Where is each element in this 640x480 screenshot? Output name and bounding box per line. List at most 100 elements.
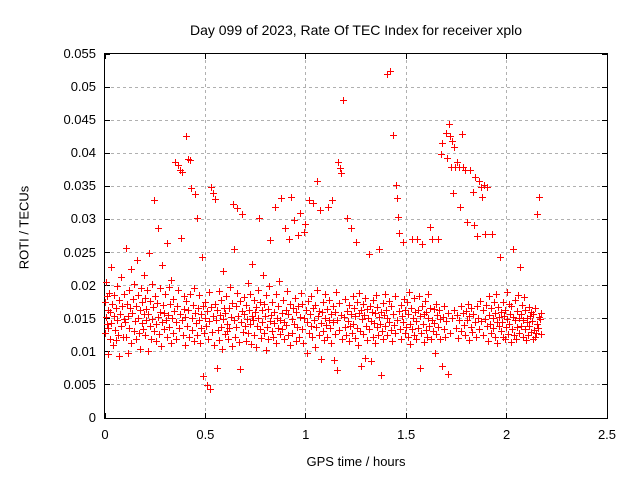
data-point — [258, 307, 266, 315]
data-point — [308, 334, 316, 342]
data-point — [531, 333, 539, 341]
data-point — [181, 305, 189, 313]
data-point — [292, 294, 300, 302]
y-tick-label: 0.035 — [63, 178, 96, 194]
data-point — [349, 293, 357, 301]
data-point — [253, 303, 261, 311]
x-tick-label: 1 — [302, 427, 310, 442]
data-point — [506, 321, 514, 329]
data-point — [175, 325, 183, 333]
data-point — [104, 307, 112, 315]
data-point — [503, 288, 511, 296]
y-tick-label: 0.03 — [70, 211, 96, 227]
data-point — [429, 236, 437, 244]
data-point — [323, 305, 331, 313]
data-point — [439, 139, 447, 147]
data-point — [460, 321, 468, 329]
data-point — [351, 304, 359, 312]
data-point — [151, 196, 159, 204]
data-point — [520, 294, 528, 302]
data-point — [277, 331, 285, 339]
data-point — [185, 155, 193, 163]
data-point — [534, 210, 542, 218]
data-point — [103, 293, 111, 301]
data-point — [211, 300, 219, 308]
data-point — [416, 364, 424, 372]
tick-mark — [602, 119, 607, 121]
data-point — [529, 336, 537, 344]
y-tick-label: 0.05 — [70, 79, 96, 95]
data-point — [484, 337, 492, 345]
data-point — [264, 305, 272, 313]
data-point — [107, 308, 115, 316]
data-point — [127, 305, 135, 313]
data-point — [445, 370, 453, 378]
tick-mark — [105, 252, 110, 254]
data-point — [236, 298, 244, 306]
data-point — [418, 241, 426, 249]
data-point — [333, 366, 341, 374]
data-point — [284, 288, 292, 296]
data-point — [193, 319, 201, 327]
data-point — [261, 301, 269, 309]
data-point — [254, 286, 262, 294]
data-point — [159, 319, 167, 327]
data-point — [136, 329, 144, 337]
data-point — [361, 354, 369, 362]
data-point — [483, 323, 491, 331]
data-point — [474, 233, 482, 241]
data-point — [127, 266, 135, 274]
data-point — [396, 229, 404, 237]
tick-mark — [105, 285, 110, 287]
data-point — [410, 295, 418, 303]
data-point — [205, 289, 213, 297]
data-point — [430, 328, 437, 336]
data-point — [245, 306, 253, 314]
data-point — [288, 315, 296, 323]
data-point — [333, 288, 341, 296]
data-point — [532, 305, 540, 313]
data-point — [383, 306, 391, 314]
data-point — [395, 307, 403, 315]
data-point — [327, 340, 335, 348]
tick-mark — [305, 413, 307, 418]
data-point — [288, 194, 296, 202]
data-point — [109, 342, 117, 350]
data-point — [377, 321, 385, 329]
data-point — [528, 308, 536, 316]
data-point — [536, 194, 544, 202]
data-point — [180, 293, 188, 301]
data-point — [316, 206, 324, 214]
data-point — [241, 294, 249, 302]
data-point — [498, 308, 506, 316]
data-point — [436, 336, 444, 344]
data-point — [226, 325, 234, 333]
data-point — [123, 300, 131, 308]
data-point — [243, 301, 251, 309]
data-point — [223, 321, 231, 329]
data-point — [475, 178, 483, 186]
data-point — [214, 306, 222, 314]
data-point — [214, 327, 222, 335]
data-point — [363, 322, 371, 330]
data-point — [380, 336, 388, 344]
data-point — [243, 315, 251, 323]
plot-area — [101, 53, 608, 419]
data-point — [384, 71, 392, 79]
data-point — [375, 331, 383, 339]
data-point — [121, 290, 129, 298]
data-point — [163, 333, 171, 341]
data-point — [492, 309, 500, 317]
data-point — [186, 290, 194, 298]
data-point — [272, 291, 280, 299]
x-tick-label: 2.5 — [597, 427, 617, 442]
data-point — [407, 305, 415, 313]
data-point — [117, 273, 125, 281]
data-point — [138, 319, 146, 327]
data-point — [363, 305, 371, 313]
data-point — [229, 300, 237, 307]
data-point — [294, 324, 302, 332]
data-point — [434, 236, 442, 244]
gridline — [105, 318, 607, 320]
